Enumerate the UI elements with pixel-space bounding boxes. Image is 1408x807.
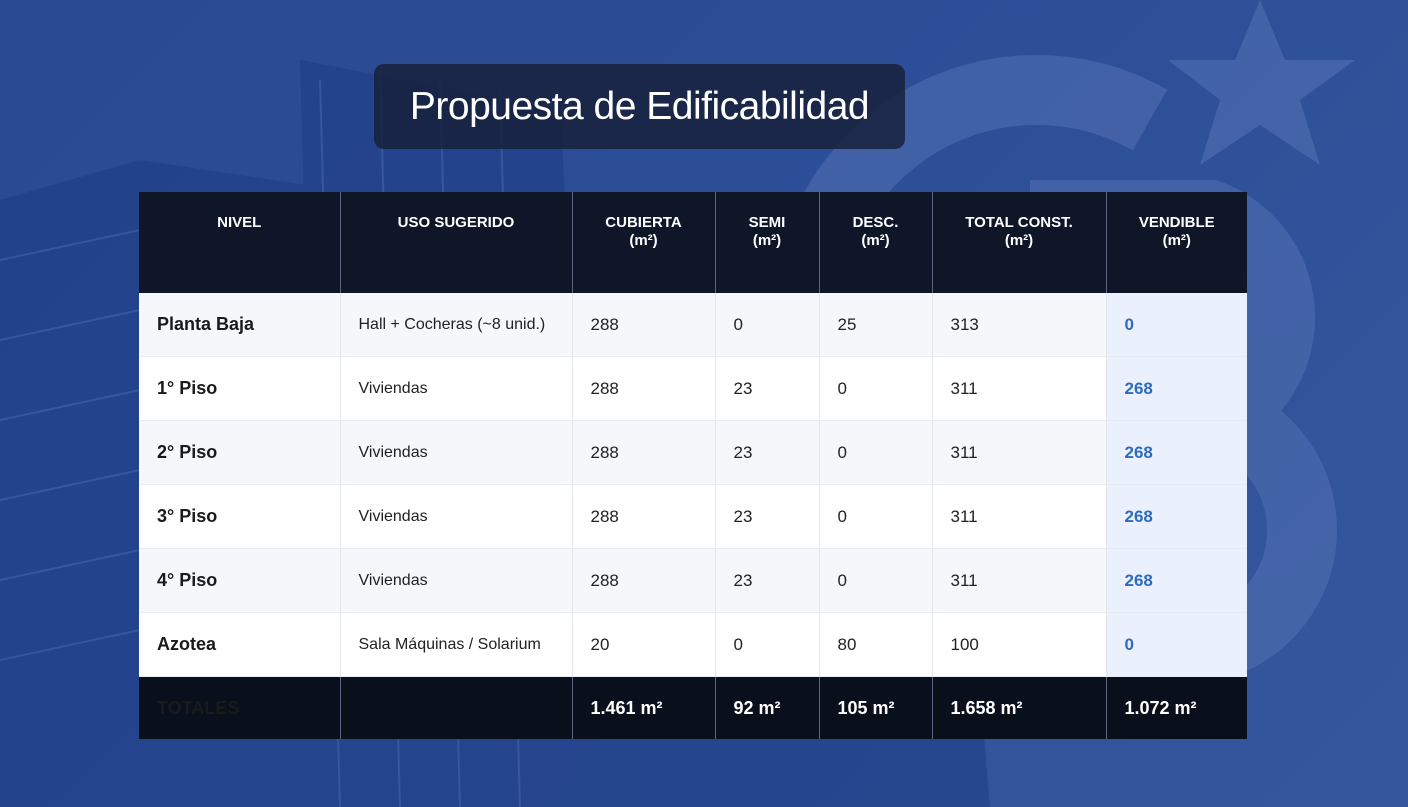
cell: 0 xyxy=(1105,612,1247,677)
column-label: CUBIERTA xyxy=(605,214,682,231)
table-row: Azotea Sala Máquinas / Solarium 20 0 80 100 0 xyxy=(139,612,1247,677)
cell: Viviendas xyxy=(339,548,572,613)
cell: Viviendas xyxy=(339,420,572,485)
cell: 0 xyxy=(818,548,932,613)
cell: 313 xyxy=(931,293,1106,357)
total-cell: 92 m² xyxy=(714,676,819,739)
column-label: USO SUGERIDO xyxy=(397,214,515,231)
cell: 0 xyxy=(1105,293,1247,357)
cell: 288 xyxy=(571,420,715,485)
table-row: 1° Piso Viviendas 288 23 0 311 268 xyxy=(139,356,1247,421)
cell: 311 xyxy=(931,420,1106,485)
level-cell: Planta Baja xyxy=(139,293,340,357)
cell: Viviendas xyxy=(339,484,572,549)
cell: 268 xyxy=(1105,484,1247,549)
cell: 311 xyxy=(931,548,1106,613)
title-box: Propuesta de Edificabilidad xyxy=(374,64,905,149)
column-header: VENDIBLE (m²) xyxy=(1105,192,1247,293)
cell: 80 xyxy=(818,612,932,677)
title: Propuesta de Edificabilidad xyxy=(409,84,870,128)
cell: 268 xyxy=(1105,420,1247,485)
cell: Sala Máquinas / Solarium xyxy=(339,612,572,677)
cell: 0 xyxy=(818,484,932,549)
cell: 0 xyxy=(714,612,819,677)
totals-row: TOTALES 1.461 m² 92 m² 105 m² 1.658 m² 1.072 … xyxy=(139,676,1247,739)
level-cell: 2° Piso xyxy=(139,420,340,485)
cell: 268 xyxy=(1105,548,1247,613)
column-unit: (m²) xyxy=(1004,232,1034,249)
column-header: CUBIERTA (m²) xyxy=(571,192,715,293)
column-header: NIVEL xyxy=(139,192,340,293)
column-label: VENDIBLE xyxy=(1138,214,1215,231)
column-unit: (m²) xyxy=(629,232,658,249)
cell: Hall + Cocheras (~8 unid.) xyxy=(339,293,572,357)
column-label: DESC. xyxy=(852,214,899,231)
cell: 100 xyxy=(931,612,1106,677)
total-cell: 1.658 m² xyxy=(931,676,1106,739)
level-cell: 4° Piso xyxy=(139,548,340,613)
table-row: 3° Piso Viviendas 288 23 0 311 268 xyxy=(139,484,1247,549)
column-label: SEMI xyxy=(748,214,786,231)
column-unit: (m²) xyxy=(1162,232,1191,249)
total-cell: 1.072 m² xyxy=(1105,676,1247,739)
cell: 288 xyxy=(571,356,715,421)
table-row: 2° Piso Viviendas 288 23 0 311 268 xyxy=(139,420,1247,485)
totals-label: TOTALES xyxy=(139,676,340,739)
cell: 288 xyxy=(571,548,715,613)
cell: 23 xyxy=(714,420,819,485)
column-header: TOTAL CONST. (m²) xyxy=(931,192,1106,293)
cell: 311 xyxy=(931,356,1106,421)
cell: 20 xyxy=(571,612,715,677)
column-label: NIVEL xyxy=(217,214,262,231)
cell: 0 xyxy=(714,293,819,357)
level-cell: Azotea xyxy=(139,612,340,677)
total-cell: 1.461 m² xyxy=(571,676,715,739)
level-cell: 3° Piso xyxy=(139,484,340,549)
cell: 0 xyxy=(818,356,932,421)
cell: 288 xyxy=(571,484,715,549)
cell: 23 xyxy=(714,356,819,421)
table-row: Planta Baja Hall + Cocheras (~8 unid.) 288… xyxy=(139,293,1247,357)
cell: 23 xyxy=(714,548,819,613)
cell: 288 xyxy=(571,293,715,357)
cell: 23 xyxy=(714,484,819,549)
cell: 0 xyxy=(818,420,932,485)
cell: 25 xyxy=(818,293,932,357)
table-row: 4° Piso Viviendas 288 23 0 311 268 xyxy=(139,548,1247,613)
empty-cell xyxy=(339,676,572,739)
cell: 268 xyxy=(1105,356,1247,421)
column-header: USO SUGERIDO xyxy=(339,192,572,293)
column-header: SEMI (m²) xyxy=(714,192,819,293)
cell: Viviendas xyxy=(339,356,572,421)
cell: 311 xyxy=(931,484,1106,549)
column-unit: (m²) xyxy=(861,232,890,249)
column-label: TOTAL CONST. xyxy=(965,214,1073,231)
column-unit: (m²) xyxy=(752,232,782,249)
header-row: NIVEL USO SUGERIDO CUBIERTA (m²) SEMI (m²) DES… xyxy=(139,192,1247,293)
column-header: DESC. (m²) xyxy=(818,192,932,293)
buildability-table: NIVEL USO SUGERIDO CUBIERTA (m²) SEMI (m²) DES… xyxy=(139,192,1247,739)
total-cell: 105 m² xyxy=(818,676,932,739)
level-cell: 1° Piso xyxy=(139,356,340,421)
